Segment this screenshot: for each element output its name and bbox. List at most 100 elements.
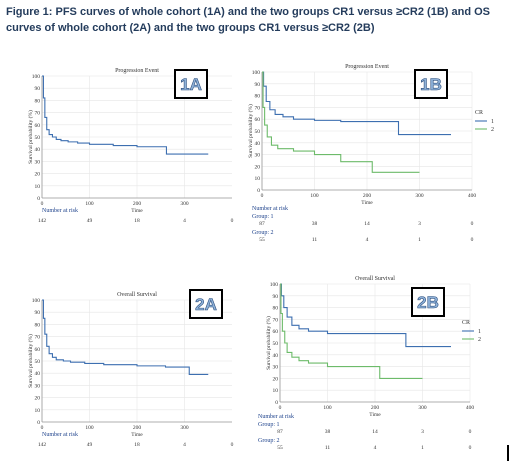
risk-table-value: 4	[183, 442, 186, 448]
risk-table-value: 0	[231, 442, 234, 448]
y-axis-label: Survival probability (%)	[247, 104, 254, 158]
y-tick-label: 50	[35, 135, 41, 141]
y-tick-label: 80	[35, 322, 41, 328]
y-tick-label: 70	[255, 105, 261, 111]
x-tick-label: 0	[261, 193, 264, 199]
risk-table-value: 142	[38, 218, 47, 224]
x-tick-label: 200	[363, 193, 372, 199]
y-tick-label: 90	[35, 86, 41, 92]
panel-badge-box	[174, 69, 208, 99]
x-tick-label: 200	[371, 405, 380, 411]
x-tick-label: 0	[41, 425, 44, 431]
y-tick-label: 20	[255, 164, 261, 170]
x-tick-label: 400	[466, 405, 475, 411]
risk-table-value: 0	[469, 429, 472, 435]
y-tick-label: 0	[37, 196, 40, 202]
risk-table-value: 4	[366, 237, 369, 243]
risk-table-value: 49	[87, 218, 93, 224]
x-axis-label: Time	[369, 412, 381, 418]
survival-curve-1	[280, 283, 451, 348]
x-tick-label: 100	[323, 405, 332, 411]
legend-label: 1	[491, 119, 494, 125]
risk-table-value: 4	[374, 445, 377, 451]
risk-group-label: Group: 2	[252, 230, 274, 236]
y-tick-label: 70	[35, 335, 41, 341]
y-tick-label: 20	[35, 172, 41, 178]
legend-title: CR	[462, 320, 470, 326]
y-tick-label: 0	[37, 420, 40, 426]
legend-label: 2	[478, 337, 481, 343]
risk-table-header: Number at risk	[252, 206, 288, 212]
x-axis-label: Time	[361, 200, 373, 206]
risk-table-value: 0	[469, 445, 472, 451]
panel-badge-label: 2B	[417, 293, 439, 312]
risk-table-value: 0	[471, 221, 474, 227]
y-tick-label: 0	[275, 400, 278, 406]
y-tick-label: 40	[255, 141, 261, 147]
risk-table-value: 0	[471, 237, 474, 243]
y-tick-label: 30	[273, 365, 279, 371]
y-tick-label: 80	[273, 306, 279, 312]
x-tick-label: 200	[133, 425, 142, 431]
survival-curve-cohort	[42, 299, 209, 375]
y-tick-label: 60	[35, 347, 41, 353]
risk-table-value: 11	[325, 445, 331, 451]
y-tick-label: 90	[35, 310, 41, 316]
y-tick-label: 100	[32, 298, 41, 304]
risk-table-value: 11	[312, 237, 318, 243]
y-axis-label: Survival probability (%)	[27, 110, 34, 164]
chart-title: Progression Event	[345, 64, 389, 70]
y-axis-label: Survival probability (%)	[27, 334, 34, 388]
x-tick-label: 200	[133, 201, 142, 207]
panel-badge-box	[189, 289, 223, 319]
risk-table-header: Number at risk	[42, 208, 78, 214]
risk-table-value: 14	[372, 429, 378, 435]
risk-table-value: 18	[134, 218, 140, 224]
risk-table-value: 55	[277, 445, 283, 451]
y-tick-label: 90	[255, 82, 261, 88]
y-tick-label: 100	[270, 282, 279, 288]
y-tick-label: 40	[35, 371, 41, 377]
risk-table-header: Number at risk	[42, 432, 78, 438]
y-tick-label: 50	[255, 129, 261, 135]
risk-table-value: 55	[259, 237, 265, 243]
x-tick-label: 300	[418, 405, 427, 411]
y-tick-label: 10	[35, 184, 41, 190]
figure-title: Figure 1: PFS curves of whole cohort (1A…	[6, 6, 490, 34]
y-tick-label: 70	[273, 317, 279, 323]
risk-table-value: 18	[134, 442, 140, 448]
y-tick-label: 20	[273, 376, 279, 382]
risk-table-value: 87	[259, 221, 265, 227]
risk-table-value: 142	[38, 442, 47, 448]
x-tick-label: 400	[468, 193, 477, 199]
x-tick-label: 0	[279, 405, 282, 411]
chart-title: Progression Event	[115, 68, 159, 74]
y-tick-label: 60	[255, 117, 261, 123]
risk-table-value: 1	[421, 445, 424, 451]
y-tick-label: 60	[35, 123, 41, 129]
risk-table-value: 3	[418, 221, 421, 227]
risk-group-label: Group: 1	[258, 422, 280, 428]
risk-table-value: 4	[183, 218, 186, 224]
risk-table-value: 38	[325, 429, 331, 435]
survival-curve-cohort	[42, 75, 209, 155]
panel-badge-box	[411, 287, 445, 317]
risk-group-label: Group: 2	[258, 438, 280, 444]
panel-badge-box	[414, 69, 448, 99]
risk-group-label: Group: 1	[252, 214, 274, 220]
y-tick-label: 10	[273, 388, 279, 394]
x-tick-label: 300	[180, 425, 189, 431]
y-tick-label: 40	[35, 147, 41, 153]
risk-table-value: 49	[87, 442, 93, 448]
survival-curve-2	[262, 71, 420, 173]
risk-table-header: Number at risk	[258, 414, 294, 420]
panel-badge-label: 1B	[420, 75, 442, 94]
chart-title: Overall Survival	[117, 292, 157, 298]
y-tick-label: 70	[35, 111, 41, 117]
y-tick-label: 30	[35, 159, 41, 165]
y-tick-label: 40	[273, 353, 279, 359]
risk-table-value: 87	[277, 429, 283, 435]
